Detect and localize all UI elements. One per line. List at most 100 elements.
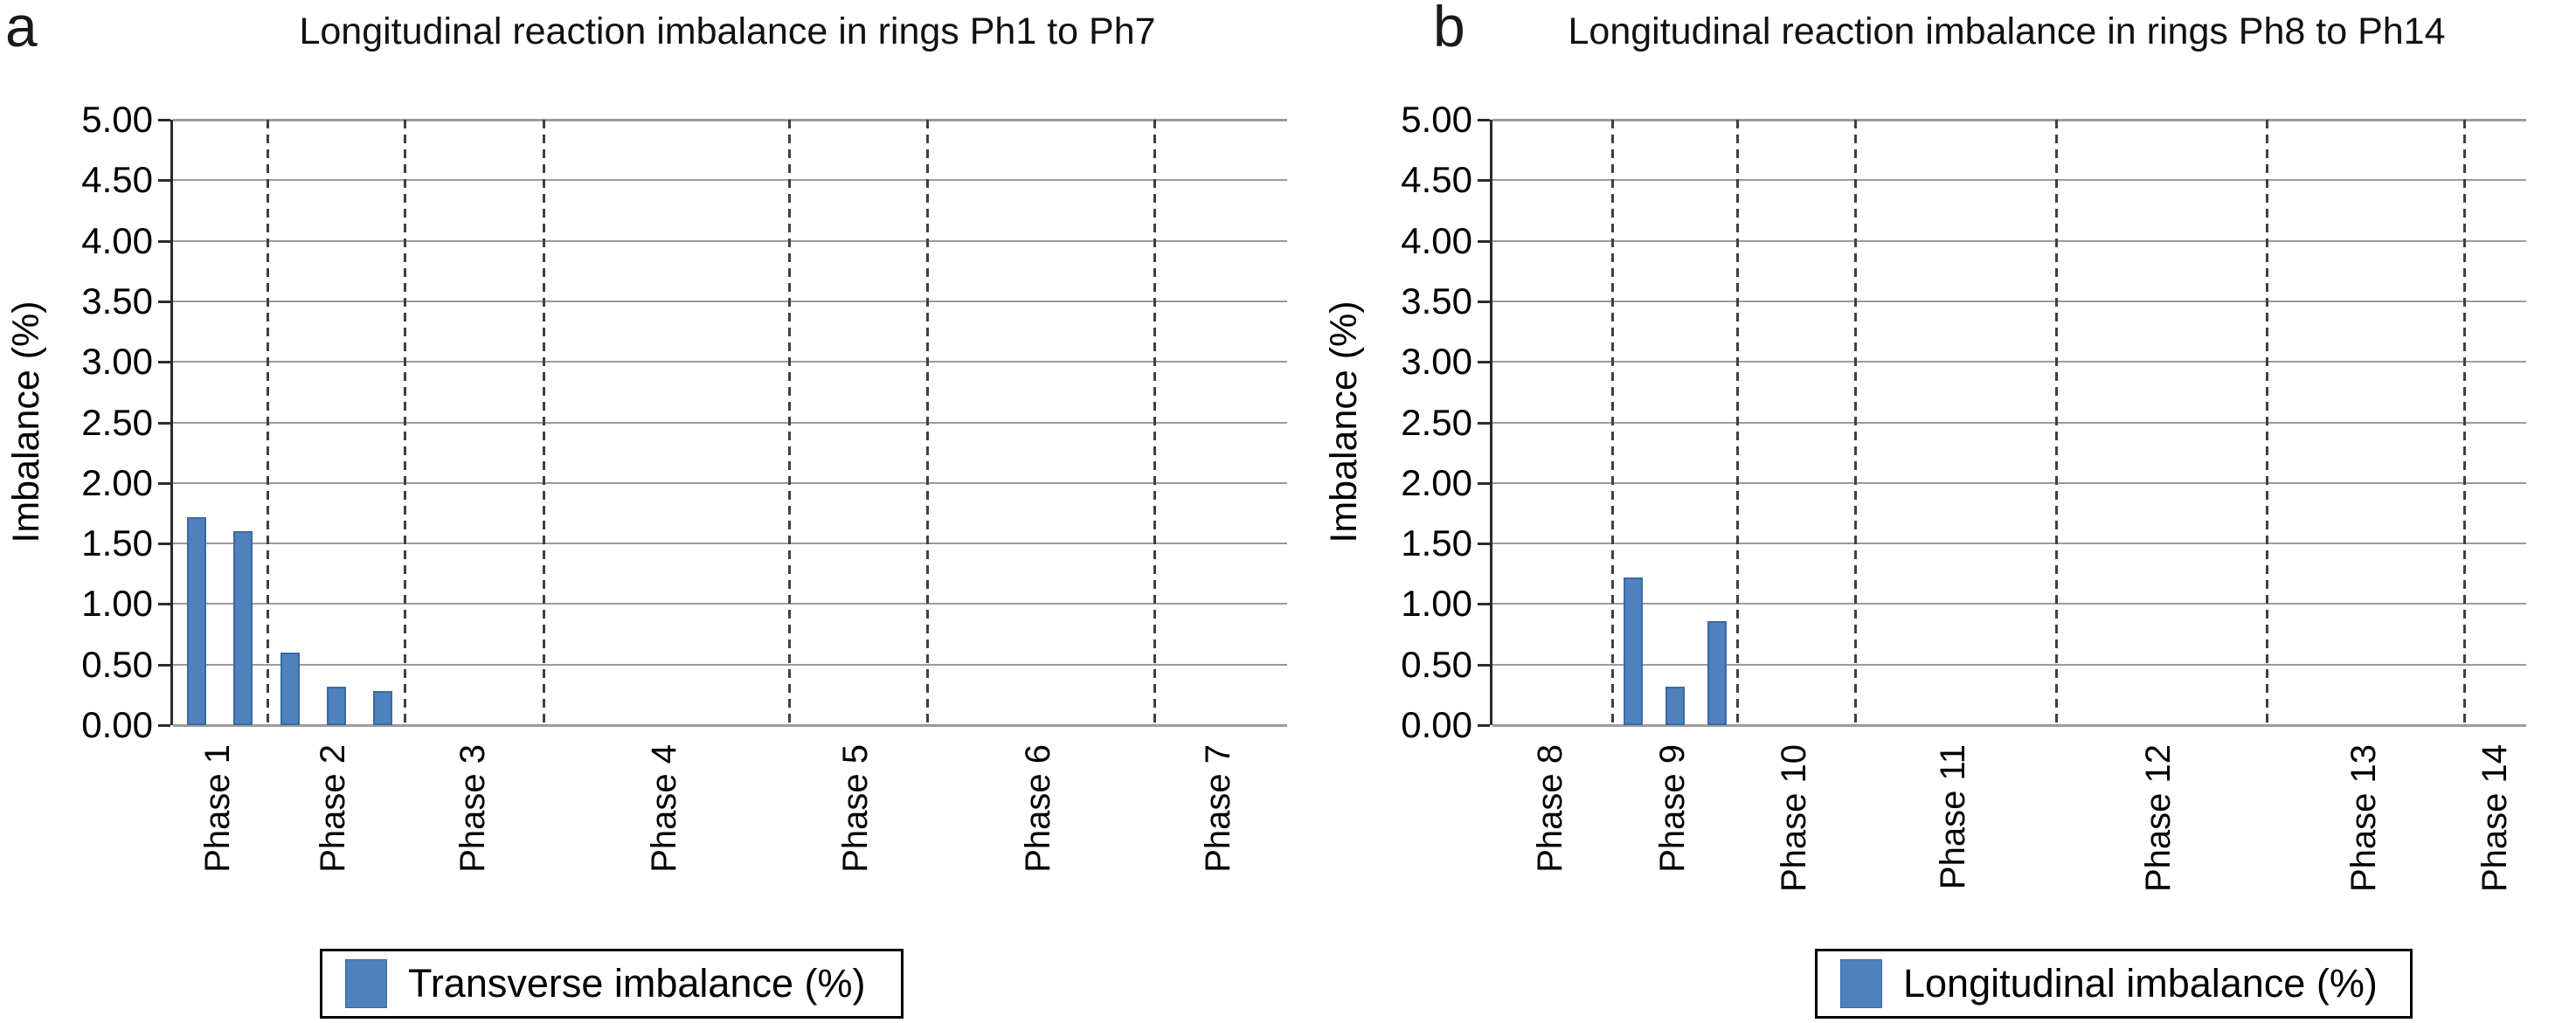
gridline: [1492, 724, 2526, 727]
x-category-label: Phase 14: [2475, 744, 2514, 893]
gridline: [173, 481, 1287, 484]
x-category-label: Phase 12: [2139, 744, 2178, 893]
x-category-label: Phase 13: [2344, 744, 2383, 893]
y-tick-label: 1.00: [1401, 583, 1472, 625]
y-tick-label: 5.00: [1401, 99, 1472, 140]
y-axis-tick: [1478, 543, 1490, 546]
phase-separator-dashed-line: [1735, 120, 1739, 725]
y-tick-label: 2.00: [1401, 461, 1472, 503]
panel-letter: a: [5, 0, 38, 59]
legend-swatch-icon: [345, 959, 387, 1008]
gridline: [173, 239, 1287, 242]
bar: [1707, 620, 1727, 725]
y-axis-tick: [158, 239, 170, 243]
x-category-label: Phase 1: [197, 744, 237, 873]
panel-letter: b: [1433, 0, 1465, 59]
gridline: [1492, 361, 2526, 363]
y-tick-label: 0.50: [1401, 643, 1472, 685]
bar: [1665, 686, 1686, 725]
phase-separator-dashed-line: [1853, 120, 1857, 725]
gridline: [173, 603, 1287, 605]
x-category-label: Phase 10: [1774, 744, 1813, 893]
gridline: [173, 724, 1287, 727]
legend-swatch-icon: [1840, 959, 1882, 1008]
bar: [1623, 577, 1643, 725]
phase-separator-dashed-line: [403, 120, 406, 725]
x-category-label: Phase 8: [1530, 744, 1569, 873]
y-axis-tick: [1478, 603, 1490, 606]
x-category-label: Phase 2: [314, 744, 353, 873]
x-category-label: Phase 5: [836, 744, 876, 873]
gridline: [1492, 481, 2526, 484]
gridline: [173, 119, 1287, 121]
gridline: [1492, 119, 2526, 121]
gridline: [1492, 239, 2526, 242]
phase-separator-dashed-line: [2055, 120, 2059, 725]
y-axis-tick: [1478, 361, 1490, 364]
gridline: [1492, 663, 2526, 666]
y-tick-label: 4.00: [1401, 219, 1472, 261]
plot-area: [1478, 119, 2526, 727]
y-axis-tick: [158, 300, 170, 303]
y-axis-tick: [158, 603, 170, 606]
y-tick-label: 2.50: [1401, 401, 1472, 443]
y-tick-label: 0.50: [81, 643, 153, 685]
gridline: [173, 300, 1287, 302]
phase-separator-dashed-line: [787, 120, 791, 725]
y-axis-tick: [1478, 724, 1490, 727]
y-tick-label: 2.50: [81, 401, 153, 443]
x-category-label: Phase 11: [1933, 744, 1972, 890]
y-axis-tick: [158, 663, 170, 667]
gridline: [173, 179, 1287, 182]
legend-label: Transverse imbalance (%): [408, 961, 866, 1006]
gridline: [1492, 543, 2526, 545]
y-axis-tick: [158, 481, 170, 485]
y-axis-tick: [1478, 421, 1490, 425]
phase-separator-dashed-line: [1153, 120, 1156, 725]
phase-separator-dashed-line: [266, 120, 269, 725]
phase-separator-dashed-line: [2462, 120, 2466, 725]
y-tick-label: 0.00: [81, 704, 153, 745]
bar: [280, 652, 300, 725]
y-axis-tick: [1478, 663, 1490, 667]
y-tick-label: 1.50: [1401, 522, 1472, 564]
gridline: [1492, 300, 2526, 302]
y-axis-tick: [1478, 481, 1490, 485]
y-tick-label: 4.00: [81, 219, 153, 261]
y-axis-tick: [158, 543, 170, 546]
gridline: [1492, 179, 2526, 182]
legend: Transverse imbalance (%): [320, 949, 904, 1019]
y-tick-label: 5.00: [81, 99, 153, 140]
x-category-label: Phase 3: [453, 744, 492, 873]
bar: [372, 691, 392, 725]
legend-label: Longitudinal imbalance (%): [1903, 961, 2378, 1006]
phase-separator-dashed-line: [543, 120, 546, 725]
bar: [186, 516, 206, 725]
bar: [233, 531, 253, 725]
y-axis-tick: [1478, 300, 1490, 303]
gridline: [1492, 603, 2526, 605]
y-axis-tick: [158, 361, 170, 364]
gridline: [1492, 421, 2526, 424]
gridline: [173, 421, 1287, 424]
y-axis-tick: [1478, 179, 1490, 183]
y-axis-tick: [1478, 239, 1490, 243]
chart-title: Longitudinal reaction imbalance in rings…: [1568, 10, 2446, 52]
y-axis-tick: [1478, 119, 1490, 121]
plot-area: [158, 119, 1287, 727]
y-tick-label: 3.00: [1401, 341, 1472, 383]
gridline: [173, 663, 1287, 666]
y-axis-tick: [158, 421, 170, 425]
legend: Longitudinal imbalance (%): [1815, 949, 2413, 1019]
y-tick-label: 0.00: [1401, 704, 1472, 745]
chart-title: Longitudinal reaction imbalance in rings…: [299, 10, 1156, 52]
y-tick-label: 1.50: [81, 522, 153, 564]
phase-separator-dashed-line: [2265, 120, 2268, 725]
chart-panel-a: a Longitudinal reaction imbalance in rin…: [5, 0, 1287, 1019]
chart-panel-b: b Longitudinal reaction imbalance in rin…: [1288, 0, 2576, 1023]
y-axis-tick: [158, 179, 170, 183]
y-tick-label: 4.50: [1401, 159, 1472, 201]
y-tick-label: 4.50: [81, 159, 153, 201]
y-tick-label: 2.00: [81, 461, 153, 503]
y-tick-label: 3.00: [81, 341, 153, 383]
